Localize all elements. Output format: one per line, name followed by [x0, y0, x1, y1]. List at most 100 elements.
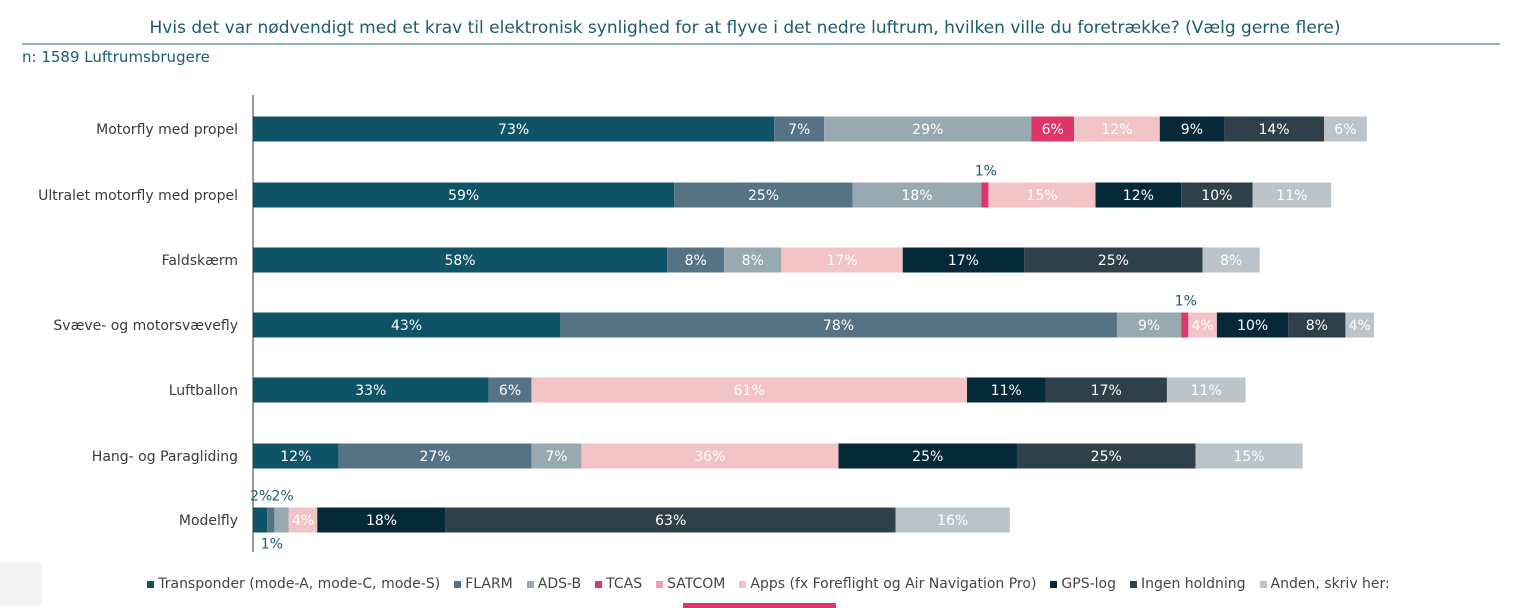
- category-label: Svæve- og motorsvævefly: [53, 318, 238, 334]
- bar-segment: [1166, 377, 1246, 403]
- legend-swatch: [1129, 580, 1137, 588]
- bar-segment: [253, 377, 489, 403]
- data-label: 12%: [280, 449, 311, 465]
- bar-segment: [988, 182, 1096, 208]
- bar-segment: [824, 116, 1032, 142]
- bar-segment: [1252, 182, 1332, 208]
- data-label: 6%: [1042, 122, 1064, 138]
- data-label: 12%: [1101, 122, 1132, 138]
- legend-item: FLARM: [454, 576, 513, 592]
- bar-segment: [902, 247, 1025, 273]
- data-label: 9%: [1138, 318, 1160, 334]
- data-label: 36%: [694, 449, 725, 465]
- data-label: 29%: [912, 122, 943, 138]
- data-label: 25%: [912, 449, 943, 465]
- legend-swatch: [526, 580, 534, 588]
- bar-segment: [838, 443, 1017, 469]
- bar-segment: [317, 507, 446, 533]
- data-label: 25%: [1091, 449, 1122, 465]
- legend-item: GPS-log: [1050, 576, 1116, 592]
- bar-segment: [560, 312, 1117, 338]
- legend-label: Anden, skriv her:: [1270, 576, 1390, 592]
- data-label: 16%: [937, 513, 968, 529]
- accent-bar: [683, 603, 836, 608]
- category-label: Motorfly med propel: [96, 122, 238, 138]
- legend-label: Apps (fx Foreflight og Air Navigation Pr…: [750, 576, 1037, 592]
- bar-segment: [1324, 116, 1367, 142]
- data-label: 18%: [901, 188, 932, 204]
- data-label: 14%: [1258, 122, 1289, 138]
- bar-segment: [724, 247, 782, 273]
- data-label: 25%: [748, 188, 779, 204]
- bar-segment: [1288, 312, 1346, 338]
- bar-segment: [1345, 312, 1374, 338]
- bar-segment: [1116, 312, 1182, 338]
- legend-item: Anden, skriv her:: [1259, 576, 1390, 592]
- data-label: 15%: [1233, 449, 1264, 465]
- legend-item: Ingen holdning: [1129, 576, 1246, 592]
- legend-item: Transponder (mode-A, mode-C, mode-S): [147, 576, 440, 592]
- data-label: 1%: [261, 537, 283, 553]
- legend-swatch: [739, 580, 747, 588]
- data-label: 61%: [734, 383, 765, 399]
- data-label: 17%: [1091, 383, 1122, 399]
- data-label: 17%: [948, 253, 979, 269]
- data-label: 4%: [1192, 318, 1214, 334]
- data-label: 8%: [1220, 253, 1242, 269]
- title-divider: [22, 43, 1500, 45]
- bar-segment: [1216, 312, 1289, 338]
- bar-segment: [253, 182, 675, 208]
- bar-segment: [288, 507, 318, 533]
- bar-segment: [253, 247, 668, 273]
- data-label: 10%: [1237, 318, 1268, 334]
- legend-item: ADS-B: [526, 576, 581, 592]
- legend-swatch: [1259, 580, 1267, 588]
- bar-segment: [967, 377, 1046, 403]
- bar-segment: [774, 116, 825, 142]
- legend-swatch: [1050, 580, 1058, 588]
- legend-label: SATCOM: [667, 576, 726, 592]
- data-label: 4%: [1349, 318, 1371, 334]
- data-label: 8%: [1306, 318, 1328, 334]
- bar-segment: [531, 443, 582, 469]
- data-label: 4%: [292, 513, 314, 529]
- bar-segment: [1195, 443, 1303, 469]
- legend-swatch: [656, 580, 664, 588]
- bar-segment: [1024, 247, 1203, 273]
- data-label: 63%: [655, 513, 686, 529]
- bar-segment: [253, 507, 268, 533]
- bar-segment: [781, 247, 903, 273]
- legend-item: Apps (fx Foreflight og Air Navigation Pr…: [739, 576, 1036, 592]
- bar-segment: [1159, 116, 1225, 142]
- data-label: 25%: [1098, 253, 1129, 269]
- category-label: Modelfly: [179, 513, 238, 529]
- category-label: Ultralet motorfly med propel: [38, 188, 238, 204]
- data-label: 78%: [823, 318, 854, 334]
- legend-item: TCAS: [595, 576, 642, 592]
- data-label: 73%: [498, 122, 529, 138]
- corner-box: [0, 562, 42, 606]
- bar-segment: [1181, 312, 1189, 338]
- bar-segment: [488, 377, 532, 403]
- bar-segment: [531, 377, 967, 403]
- data-label: 11%: [991, 383, 1022, 399]
- data-label: 8%: [685, 253, 707, 269]
- bar-segment: [253, 443, 339, 469]
- chart-legend: Transponder (mode-A, mode-C, mode-S) FLAR…: [0, 576, 1537, 592]
- legend-swatch: [454, 580, 462, 588]
- bar-segment: [1188, 312, 1217, 338]
- category-label: Faldskærm: [162, 253, 238, 269]
- data-label: 43%: [391, 318, 422, 334]
- bar-segment: [1016, 443, 1196, 469]
- bar-segment: [253, 312, 561, 338]
- stacked-bar-chart: Motorfly med propel 73% 7% 29% 6% 12% 9% 14% 6% U…: [38, 95, 1374, 553]
- bar-segment: [274, 507, 289, 533]
- sample-size-label: n: 1589 Luftrumsbrugere: [22, 48, 210, 66]
- bar-segment: [581, 443, 839, 469]
- bar-segment: [1095, 182, 1182, 208]
- bar-segment: [445, 507, 896, 533]
- legend-item: SATCOM: [656, 576, 725, 592]
- chart-title: Hvis det var nødvendigt med et krav til …: [149, 18, 1341, 38]
- data-label: 2%: [271, 489, 293, 505]
- category-label: Luftballon: [169, 383, 238, 399]
